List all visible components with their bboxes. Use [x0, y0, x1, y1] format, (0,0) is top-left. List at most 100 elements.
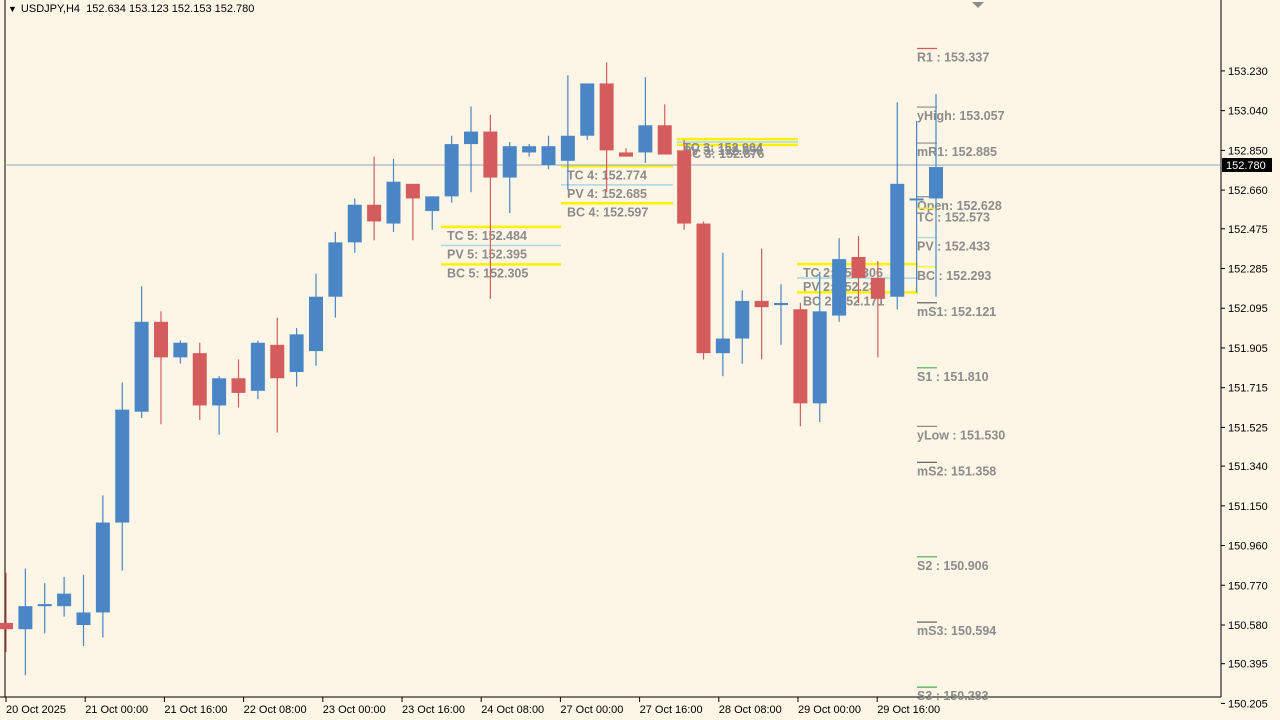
x-tick-label: 27 Oct 16:00: [640, 704, 703, 716]
candle-body-bull: [289, 334, 304, 372]
candle-body-bull: [909, 198, 924, 201]
time-axis[interactable]: 20 Oct 2025 21 Oct 00:00 21 Oct 16:00 22 Oc…: [5, 697, 940, 716]
candle-body-bear: [754, 300, 769, 308]
current-price-line-layer: 152.780: [5, 158, 1272, 172]
candle-body-bull: [638, 125, 653, 153]
pivot-level-label: S3 : 150.283: [917, 689, 989, 703]
y-tick-label: 152.475: [1228, 224, 1268, 236]
candle-body-bear: [192, 353, 207, 406]
y-tick-label: 152.095: [1228, 303, 1268, 315]
y-tick-label: 150.580: [1228, 620, 1268, 632]
candle-body-bull: [464, 131, 478, 145]
y-tick-label: 152.285: [1228, 264, 1268, 276]
candle-body-bull: [173, 342, 188, 358]
candle-body-bull: [57, 593, 72, 607]
pivot-level-label: TC : 152.573: [917, 210, 990, 224]
cpr-label-pv: PV 5: 152.395: [447, 248, 527, 262]
ohlc-quote: 152.634 153.123 152.153 152.780: [86, 3, 255, 15]
y-tick-label: 151.340: [1228, 461, 1268, 473]
x-tick-label: 21 Oct 00:00: [85, 704, 148, 716]
candles-layer: [0, 62, 943, 676]
pivot-levels-layer: R1 : 153.337 yHigh: 153.057 mR1: 152.885 Op…: [917, 47, 1005, 703]
x-tick-label: 23 Oct 16:00: [402, 704, 465, 716]
pivot-level-label: yHigh: 153.057: [917, 109, 1005, 123]
y-tick-label: 151.715: [1228, 383, 1268, 395]
candle-body-bull: [444, 144, 459, 197]
candle-body-bull: [18, 606, 33, 630]
candle-body-bull: [735, 300, 750, 339]
candle-body-bear: [483, 131, 498, 178]
cpr-label-bc: BC 4: 152.597: [567, 205, 648, 219]
candle-body-bull: [832, 259, 847, 316]
candle-body-bull: [134, 321, 149, 412]
chart-header: ▼ USDJPY,H4 152.634 153.123 152.153 152.7…: [8, 3, 254, 15]
chart-shift-marker-icon[interactable]: [972, 2, 984, 8]
pivot-level-label: mS1: 152.121: [917, 305, 996, 319]
price-axis[interactable]: 153.230 153.040 152.850 152.660 152.475 152.2…: [1221, 66, 1268, 711]
current-price-value: 152.780: [1226, 160, 1266, 172]
candle-body-bull: [502, 146, 517, 178]
candle-body-bull: [309, 296, 323, 352]
y-tick-label: 152.850: [1228, 145, 1268, 157]
cpr-label-bc: BC 5: 152.305: [447, 266, 528, 280]
pivot-level-label: R1 : 153.337: [917, 51, 989, 65]
candle-body-bull: [76, 612, 91, 625]
candle-body-bull: [425, 196, 440, 211]
candle-body-bear: [599, 83, 614, 151]
x-tick-label: 28 Oct 08:00: [719, 704, 782, 716]
cpr-label-tc: TC 5: 152.484: [447, 229, 527, 243]
candle-body-bear: [270, 344, 285, 379]
pivot-level-label: S1 : 151.810: [917, 370, 989, 384]
cpr-label-tc: TC 3: 152.904: [683, 141, 763, 155]
candle-body-bull: [560, 135, 575, 161]
x-tick-label: 29 Oct 16:00: [877, 704, 940, 716]
candle-body-bear: [657, 125, 672, 155]
cpr-label-bc: BC 3: 152.876: [683, 147, 764, 161]
candle-body-bull: [347, 204, 362, 243]
y-tick-label: 151.525: [1228, 422, 1268, 434]
y-tick-label: 150.395: [1228, 659, 1268, 671]
candle-body-bull: [115, 409, 130, 523]
candle-body-bull: [929, 167, 943, 199]
candle-body-bear: [793, 309, 808, 404]
x-tick-label: 20 Oct 2025: [6, 704, 66, 716]
candle-body-bear: [231, 378, 246, 393]
y-tick-label: 151.150: [1228, 501, 1268, 513]
y-tick-label: 150.205: [1228, 698, 1268, 710]
cpr-label-pv: PV 4: 152.685: [567, 187, 647, 201]
candle-body-bull: [250, 342, 265, 391]
x-tick-label: 22 Oct 08:00: [244, 704, 307, 716]
pivot-level-label: yLow : 151.530: [917, 428, 1005, 442]
candle-body-bull: [522, 146, 537, 153]
cpr-label-pv: PV 3: 152.890: [683, 144, 763, 158]
candle-body-bull: [95, 522, 110, 613]
cpr-layer: TC 5: 152.484 PV 5: 152.395 BC 5: 152.305 T…: [441, 137, 918, 308]
candle-body-bull: [386, 181, 401, 224]
candle-body-bull: [37, 604, 52, 607]
pivot-level-label: S2 : 150.906: [917, 559, 989, 573]
x-tick-label: 21 Oct 16:00: [164, 704, 227, 716]
x-tick-label: 27 Oct 00:00: [560, 704, 623, 716]
pivot-level-label: PV : 152.433: [917, 240, 990, 254]
x-tick-label: 23 Oct 00:00: [323, 704, 386, 716]
candle-body-bear: [677, 150, 692, 224]
candle-body-bull: [890, 183, 905, 297]
symbol-label: USDJPY,H4: [20, 3, 81, 15]
y-tick-label: 150.960: [1228, 541, 1268, 553]
candle-body-bear: [367, 204, 382, 222]
candle-body-bull: [715, 338, 730, 354]
candle-body-bear: [154, 321, 168, 358]
dropdown-triangle-icon[interactable]: ▼: [8, 4, 17, 14]
candle-body-bear: [619, 152, 633, 157]
candle-body-bull: [328, 242, 343, 297]
pivot-level-label: mS3: 150.594: [917, 624, 996, 638]
y-tick-label: 153.040: [1228, 106, 1268, 118]
pivot-level-label: BC : 152.293: [917, 269, 991, 283]
y-tick-label: 153.230: [1228, 66, 1268, 78]
pivot-level-label: Open: 152.628: [917, 199, 1002, 213]
pivot-level-label: mS2: 151.358: [917, 464, 996, 478]
candle-body-bear: [696, 223, 711, 354]
candle-body-bear: [851, 257, 866, 278]
